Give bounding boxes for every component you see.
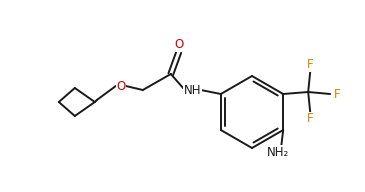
Text: F: F	[334, 88, 341, 100]
Text: NH₂: NH₂	[267, 146, 289, 159]
Text: NH: NH	[184, 84, 201, 97]
Text: F: F	[307, 59, 314, 71]
Text: F: F	[307, 113, 314, 126]
Text: O: O	[174, 39, 184, 51]
Text: O: O	[116, 79, 126, 93]
